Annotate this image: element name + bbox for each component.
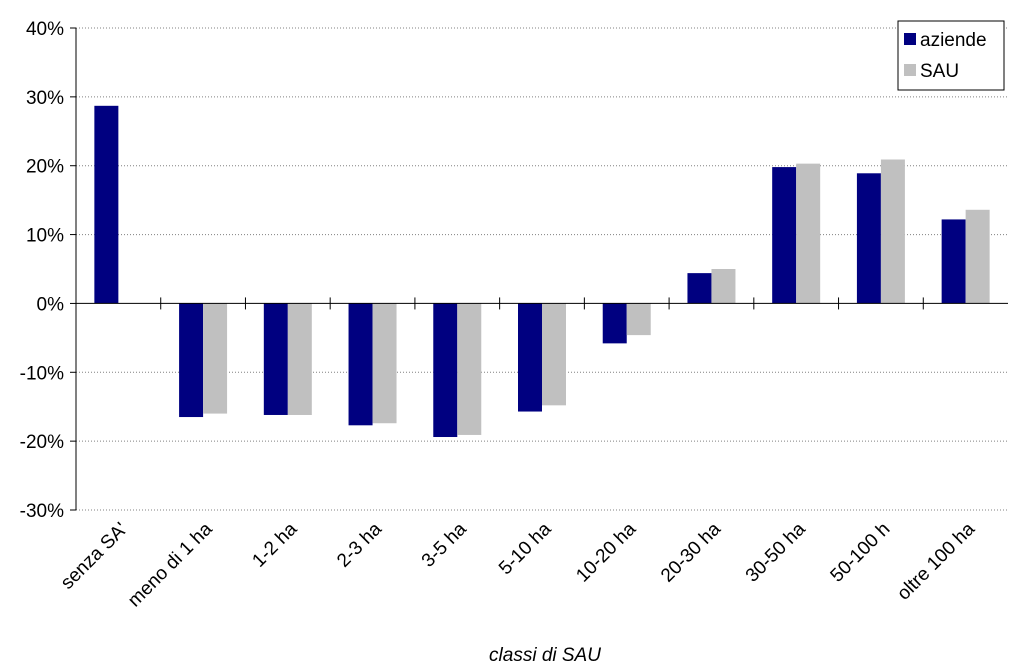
x-tick-labels: senza SA'meno di 1 ha 1-2 ha 2-3 ha 3-5 ha 5… [57,518,979,611]
legend-label-aziende: aziende [920,30,987,51]
x-tick-label: 20-30 ha [657,518,725,586]
x-tick-label: 10-20 ha [572,518,640,586]
bar-sau-8 [796,163,821,304]
bar-aziende-9 [856,173,881,304]
y-tick-labels: -30% -20% -10% 0% 10% 20% 30% 40% [20,19,64,522]
bar-aziende-10 [941,219,966,304]
bar-aziende-2 [263,303,288,415]
bar-sau-4 [457,303,482,435]
x-tick-label: 3-5 ha [418,518,471,571]
bar-aziende-4 [433,303,458,438]
bar-sau-9 [880,159,905,304]
y-tick-label: -20% [20,432,64,453]
axes [70,27,1008,511]
bar-sau-10 [965,209,990,304]
y-tick-label: -30% [20,501,64,522]
legend-box [897,20,1005,91]
bar-sau-6 [626,303,651,336]
bar-aziende-5 [518,303,542,412]
y-tick-label: 20% [26,157,64,178]
bar-sau-3 [372,303,397,424]
legend-swatch-sau [904,64,916,76]
bar-aziende-6 [602,303,627,344]
x-tick-label: 30-50 ha [742,518,810,586]
legend-swatch-aziende [904,33,916,45]
bar-aziende-0 [94,105,119,304]
y-tick-label: 0% [37,294,65,315]
y-tick-label: 10% [26,226,64,247]
x-tick-label: 1-2 ha [248,518,301,571]
bar-aziende-1 [179,303,204,418]
bar-sau-5 [542,303,566,406]
bar-sau-2 [287,303,312,415]
legend: aziende SAU [897,20,1005,91]
bar-aziende-8 [772,167,797,304]
bar-aziende-3 [348,303,373,426]
y-tick-label: 30% [26,88,64,109]
y-tick-label: -10% [20,363,64,384]
x-tick-label: 5-10 ha [495,518,556,579]
x-axis-label: classi di SAU [489,645,601,661]
x-tick-label: senza SA' [57,519,132,594]
bar-sau-7 [711,269,736,304]
bar-sau-1 [203,303,228,414]
x-tick-label: 2-3 ha [333,518,386,571]
legend-label-sau: SAU [920,61,959,82]
bar-aziende-7 [687,273,712,304]
y-tick-label: 40% [26,19,64,40]
x-tick-label: meno di 1 ha [124,518,217,611]
x-tick-label: 50-100 h [827,519,895,587]
x-tick-label: oltre 100 ha [893,518,979,604]
bars [94,105,990,438]
